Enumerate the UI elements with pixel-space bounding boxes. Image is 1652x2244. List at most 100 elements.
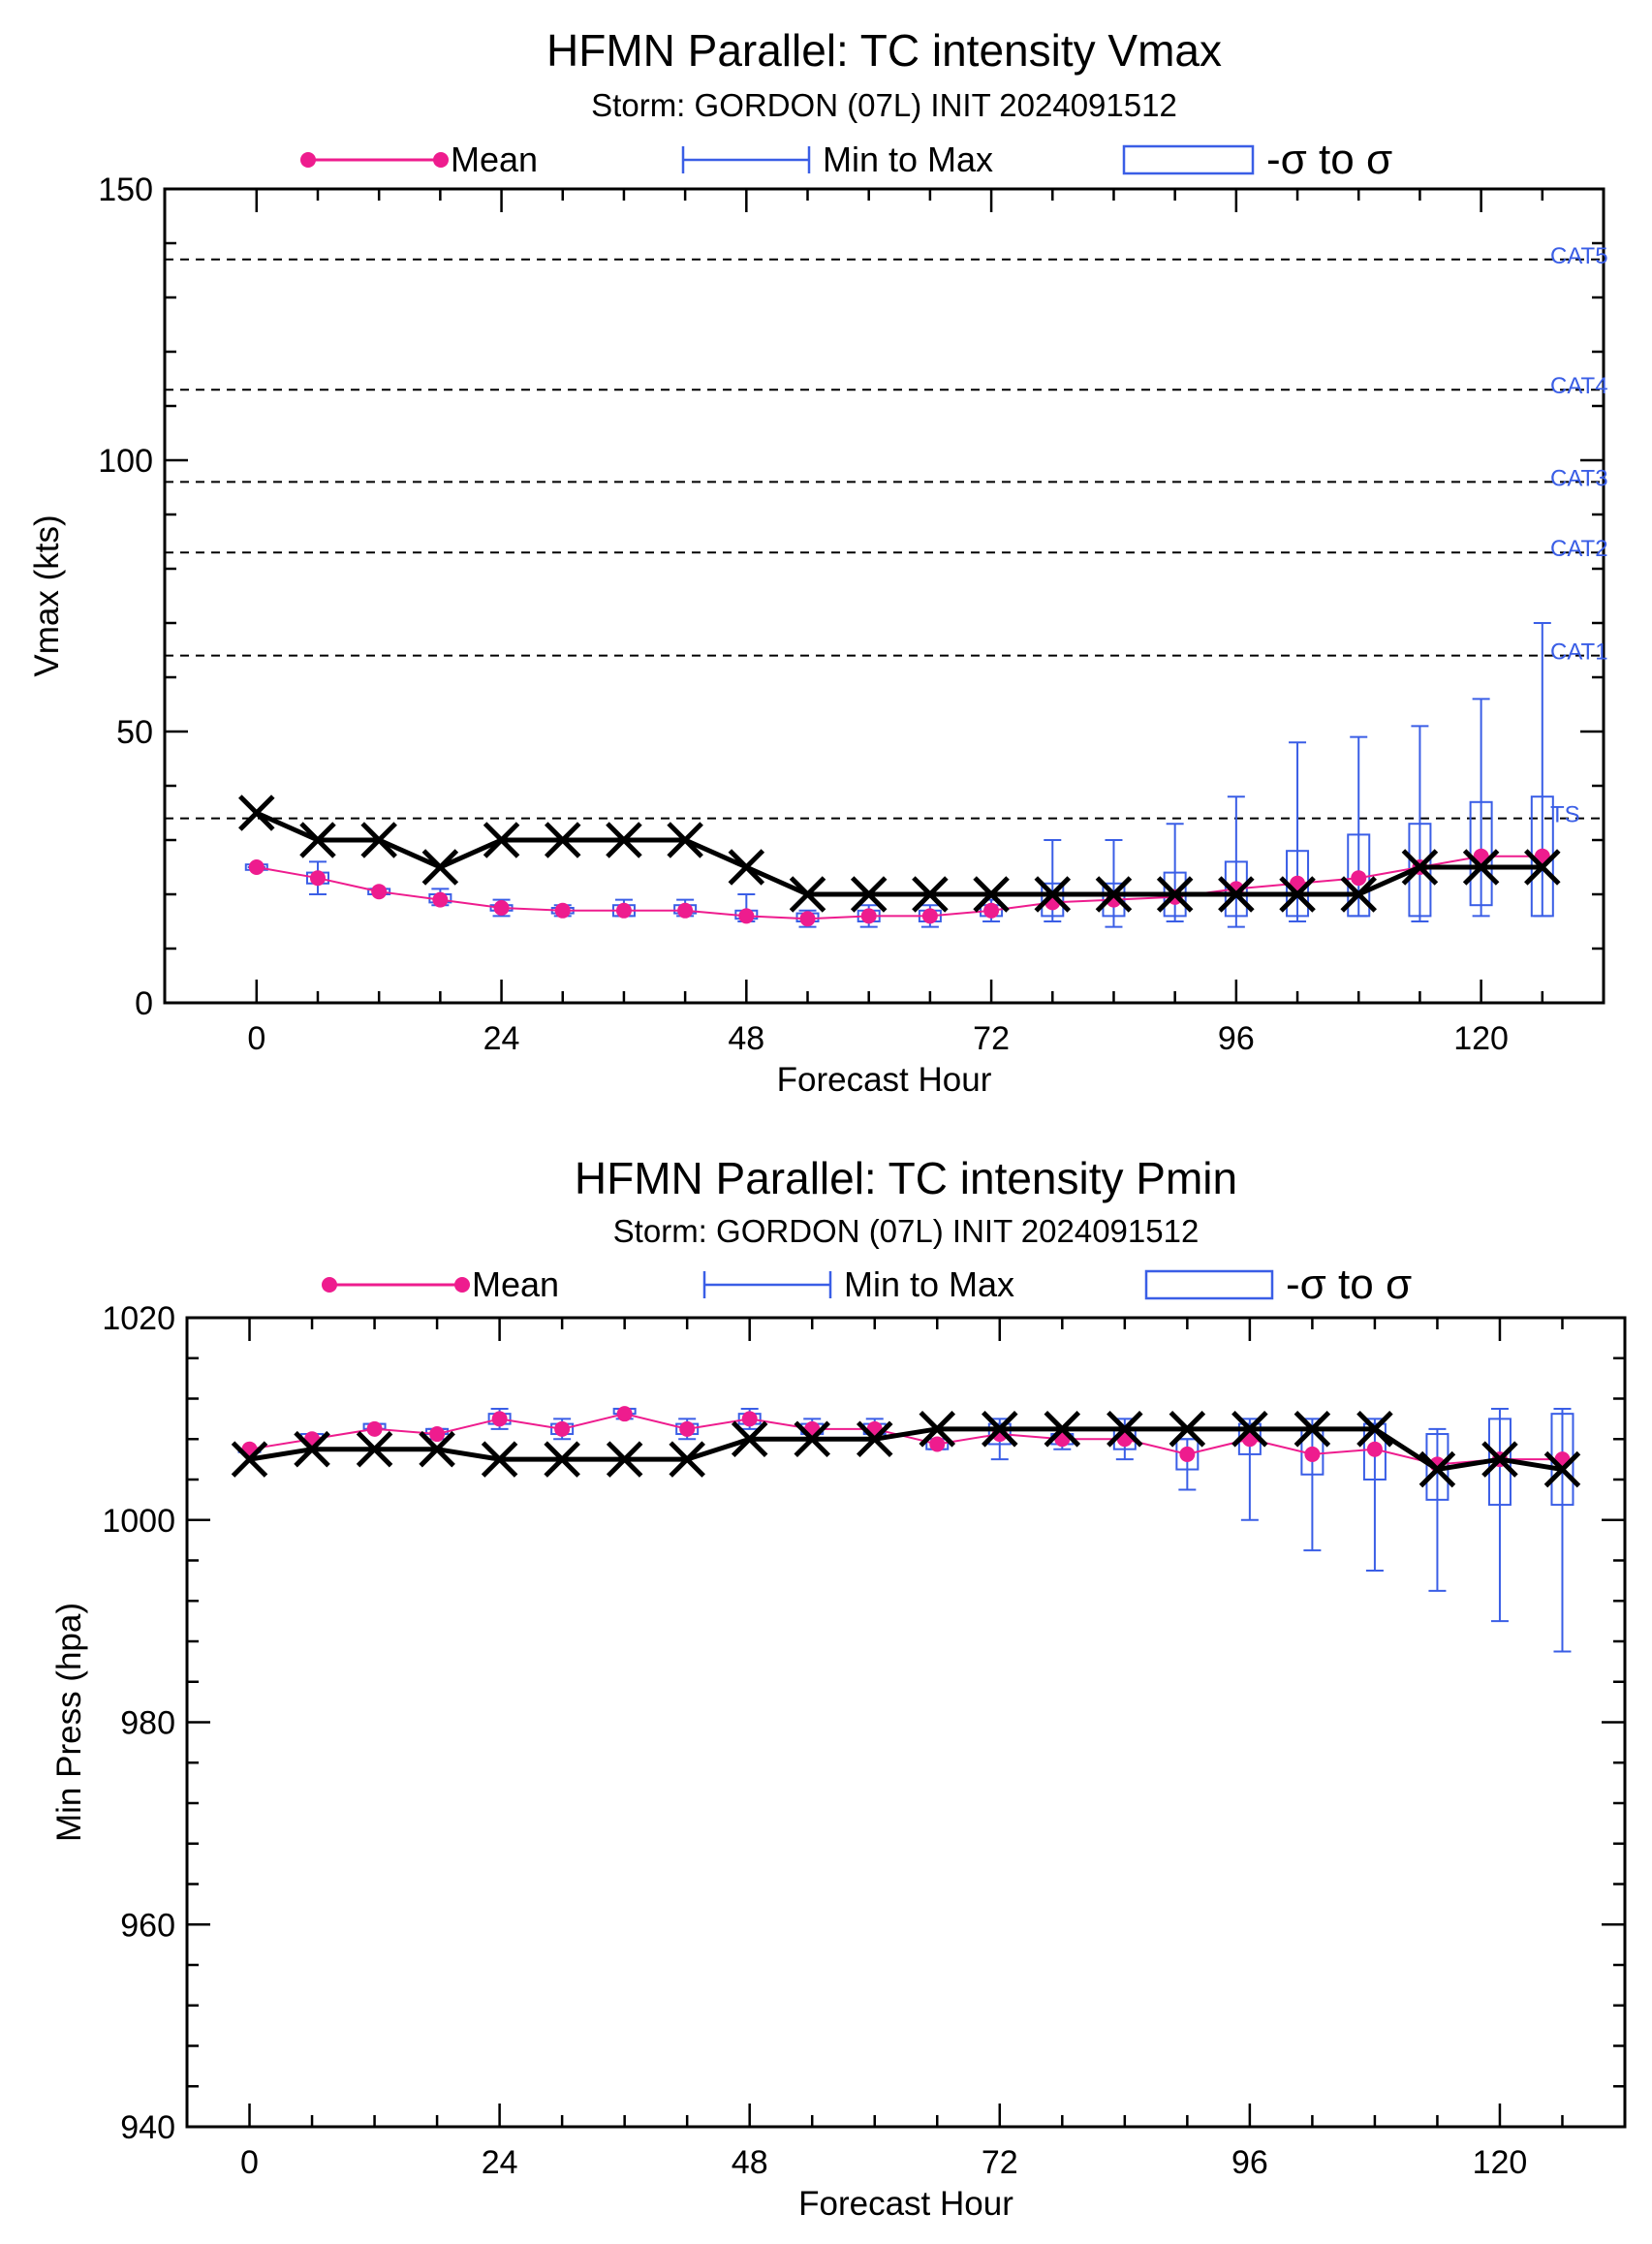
chart-panel-0: HFMN Parallel: TC intensity Vmax Storm: G… <box>28 25 1608 1099</box>
mean-point <box>921 908 938 924</box>
legend-label-minmax: Min to Max <box>823 140 993 179</box>
official-forecast-marker <box>1418 1450 1456 1488</box>
x-tick-label: 96 <box>1218 1020 1255 1057</box>
y-tick-label: 960 <box>120 1907 175 1944</box>
mean-point <box>491 1411 508 1427</box>
official-forecast-marker <box>1169 1411 1206 1448</box>
mean-point <box>983 902 1000 919</box>
plot-frame <box>163 187 1605 1005</box>
x-tick-label: 120 <box>1473 2144 1528 2181</box>
mean-point <box>615 902 632 919</box>
mean-point <box>738 908 755 924</box>
official-forecast-marker <box>1279 876 1316 913</box>
official-forecast-marker <box>294 1430 330 1468</box>
official-forecast-marker <box>356 1430 393 1468</box>
reference-label-cat1: CAT1 <box>1550 639 1608 666</box>
mean-point <box>493 900 510 916</box>
official-forecast-marker <box>850 876 888 913</box>
chart-subtitle: Storm: GORDON (07L) INIT 2024091512 <box>613 1213 1200 1249</box>
legend-sigma-box <box>1144 1269 1274 1300</box>
y-tick-label: 50 <box>116 714 153 751</box>
official-forecast-marker <box>919 1411 956 1448</box>
y-tick-label: 1020 <box>102 1300 175 1337</box>
mean-point <box>1179 1446 1196 1462</box>
x-tick-label: 24 <box>482 2144 518 2181</box>
mean-point <box>1351 870 1367 887</box>
mean-point <box>679 1420 696 1437</box>
legend-label-sigma: -σ to σ <box>1286 1261 1412 1308</box>
chart-legend: Mean Min to Max -σ to σ <box>322 1261 1412 1308</box>
chart-title: HFMN Parallel: TC intensity Vmax <box>546 25 1222 76</box>
x-tick-label: 48 <box>728 1020 764 1057</box>
mean-point <box>677 902 694 919</box>
official-forecast-marker <box>1462 849 1500 886</box>
official-forecast-marker <box>238 795 275 831</box>
official-forecast-marker <box>606 822 642 858</box>
official-forecast-marker <box>1294 1411 1331 1448</box>
legend-label-minmax: Min to Max <box>844 1264 1014 1304</box>
legend-label-mean: Mean <box>472 1264 559 1304</box>
official-forecast-marker <box>1107 1411 1143 1448</box>
mean-point <box>799 911 816 927</box>
mean-point <box>554 1420 571 1437</box>
x-axis-label: Forecast Hour <box>798 2185 1013 2223</box>
reference-label-cat4: CAT4 <box>1550 373 1608 399</box>
official-forecast-marker <box>856 1420 893 1458</box>
mean-point <box>1304 1446 1321 1462</box>
official-forecast-marker <box>1340 876 1377 913</box>
mean-line <box>256 855 1543 920</box>
x-tick-label: 24 <box>483 1020 520 1057</box>
mean-point <box>429 1426 446 1443</box>
official-forecast-line <box>255 810 1543 897</box>
y-tick-label: 0 <box>135 985 153 1022</box>
mean-point <box>741 1411 758 1427</box>
y-axis-label: Min Press (hpa) <box>50 1603 88 1842</box>
legend-mean-marker <box>322 1277 337 1293</box>
mean-point <box>616 1406 633 1422</box>
official-forecast-marker <box>1156 876 1194 913</box>
legend-mean-marker <box>433 152 449 168</box>
x-tick-label: 96 <box>1231 2144 1268 2181</box>
reference-label-cat5: CAT5 <box>1550 243 1608 269</box>
official-forecast-marker <box>483 822 520 858</box>
official-forecast-line <box>249 1426 1563 1473</box>
x-axis-label: Forecast Hour <box>777 1061 992 1099</box>
x-tick-label: 72 <box>973 1020 1010 1057</box>
official-forecast-marker <box>1356 1411 1393 1448</box>
mean-point <box>371 884 388 900</box>
chart-panel-1: HFMN Parallel: TC intensity Pmin Storm: G… <box>50 1153 1627 2223</box>
official-forecast-marker <box>1481 1441 1518 1478</box>
x-tick-label: 48 <box>732 2144 768 2181</box>
chart-title: HFMN Parallel: TC intensity Pmin <box>575 1153 1237 1203</box>
official-forecast-marker <box>789 876 826 913</box>
y-tick-label: 100 <box>98 443 153 480</box>
official-forecast-marker <box>1401 849 1439 886</box>
official-forecast-marker <box>1044 1411 1081 1448</box>
legend-label-sigma: -σ to σ <box>1266 136 1392 183</box>
mean-point <box>860 908 877 924</box>
official-forecast-marker <box>912 876 949 913</box>
official-forecast-marker <box>1034 876 1072 913</box>
y-tick-label: 940 <box>120 2109 175 2146</box>
y-axis-label: Vmax (kts) <box>28 514 66 676</box>
sigma-box <box>1041 882 1065 918</box>
x-tick-label: 72 <box>982 2144 1018 2181</box>
legend-mean-marker <box>454 1277 470 1293</box>
official-forecast-marker <box>1543 1450 1581 1488</box>
official-forecast-marker <box>360 822 397 858</box>
mean-point <box>366 1420 383 1437</box>
x-tick-label: 120 <box>1453 1020 1509 1057</box>
mean-point <box>432 891 449 908</box>
sigma-box <box>1175 1438 1200 1471</box>
official-forecast-marker <box>1095 876 1133 913</box>
x-tick-label: 0 <box>247 1020 265 1057</box>
legend-sigma-box <box>1122 144 1255 175</box>
chart-subtitle: Storm: GORDON (07L) INIT 2024091512 <box>591 87 1177 123</box>
official-forecast-marker <box>231 1441 268 1478</box>
official-forecast-marker <box>728 849 765 886</box>
official-forecast-marker <box>1218 876 1255 913</box>
official-forecast-marker <box>421 849 459 886</box>
legend-mean-marker <box>300 152 316 168</box>
mean-point <box>554 902 571 919</box>
